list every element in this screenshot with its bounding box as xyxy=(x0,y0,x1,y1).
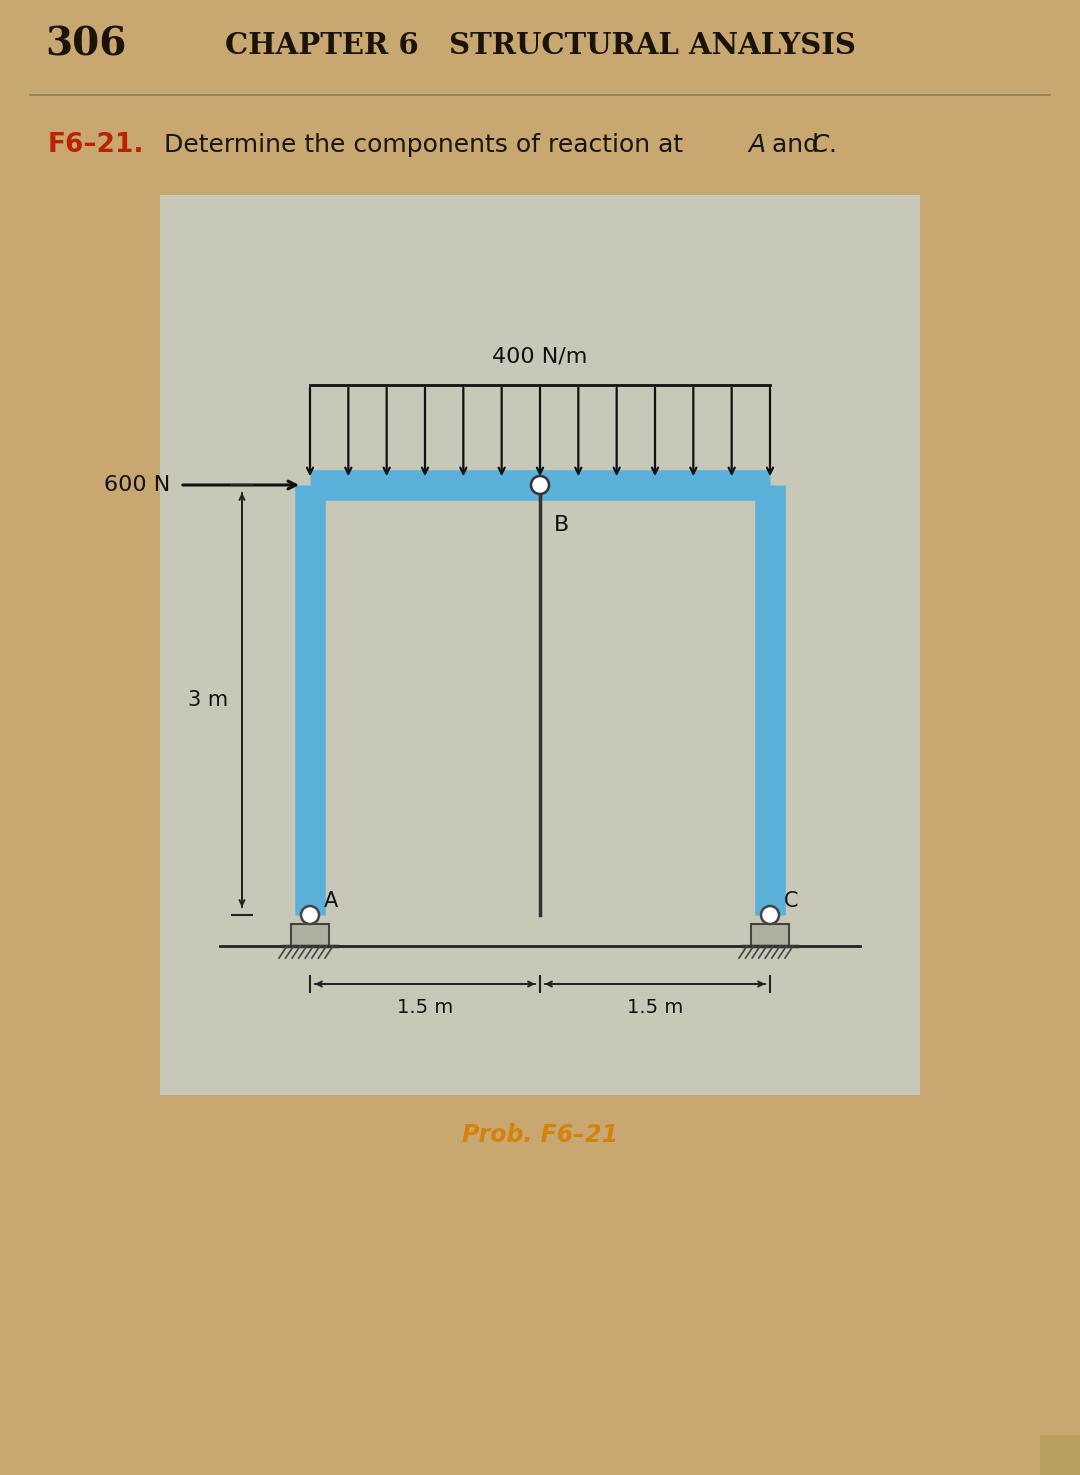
Text: 600 N: 600 N xyxy=(104,475,170,496)
Bar xyxy=(1040,1435,1080,1475)
Text: A: A xyxy=(748,133,765,156)
Text: and: and xyxy=(764,133,827,156)
Text: CHAPTER 6   STRUCTURAL ANALYSIS: CHAPTER 6 STRUCTURAL ANALYSIS xyxy=(225,31,855,59)
Text: 3 m: 3 m xyxy=(188,690,228,709)
Text: 400 N/m: 400 N/m xyxy=(492,347,588,367)
Text: 306: 306 xyxy=(45,27,126,63)
Text: Determine the components of reaction at: Determine the components of reaction at xyxy=(148,133,691,156)
Bar xyxy=(160,195,920,1094)
Text: F6–21.: F6–21. xyxy=(48,131,145,158)
Text: .: . xyxy=(828,133,836,156)
Bar xyxy=(751,923,789,945)
Text: C: C xyxy=(812,133,829,156)
Text: B: B xyxy=(554,515,569,535)
Text: C: C xyxy=(784,891,798,912)
Circle shape xyxy=(761,906,779,923)
Bar xyxy=(291,923,329,945)
Text: A: A xyxy=(324,891,338,912)
Text: 1.5 m: 1.5 m xyxy=(396,999,454,1016)
Circle shape xyxy=(531,476,549,494)
Text: 1.5 m: 1.5 m xyxy=(626,999,684,1016)
Circle shape xyxy=(301,906,319,923)
Text: Prob. F6–21: Prob. F6–21 xyxy=(462,1122,618,1148)
